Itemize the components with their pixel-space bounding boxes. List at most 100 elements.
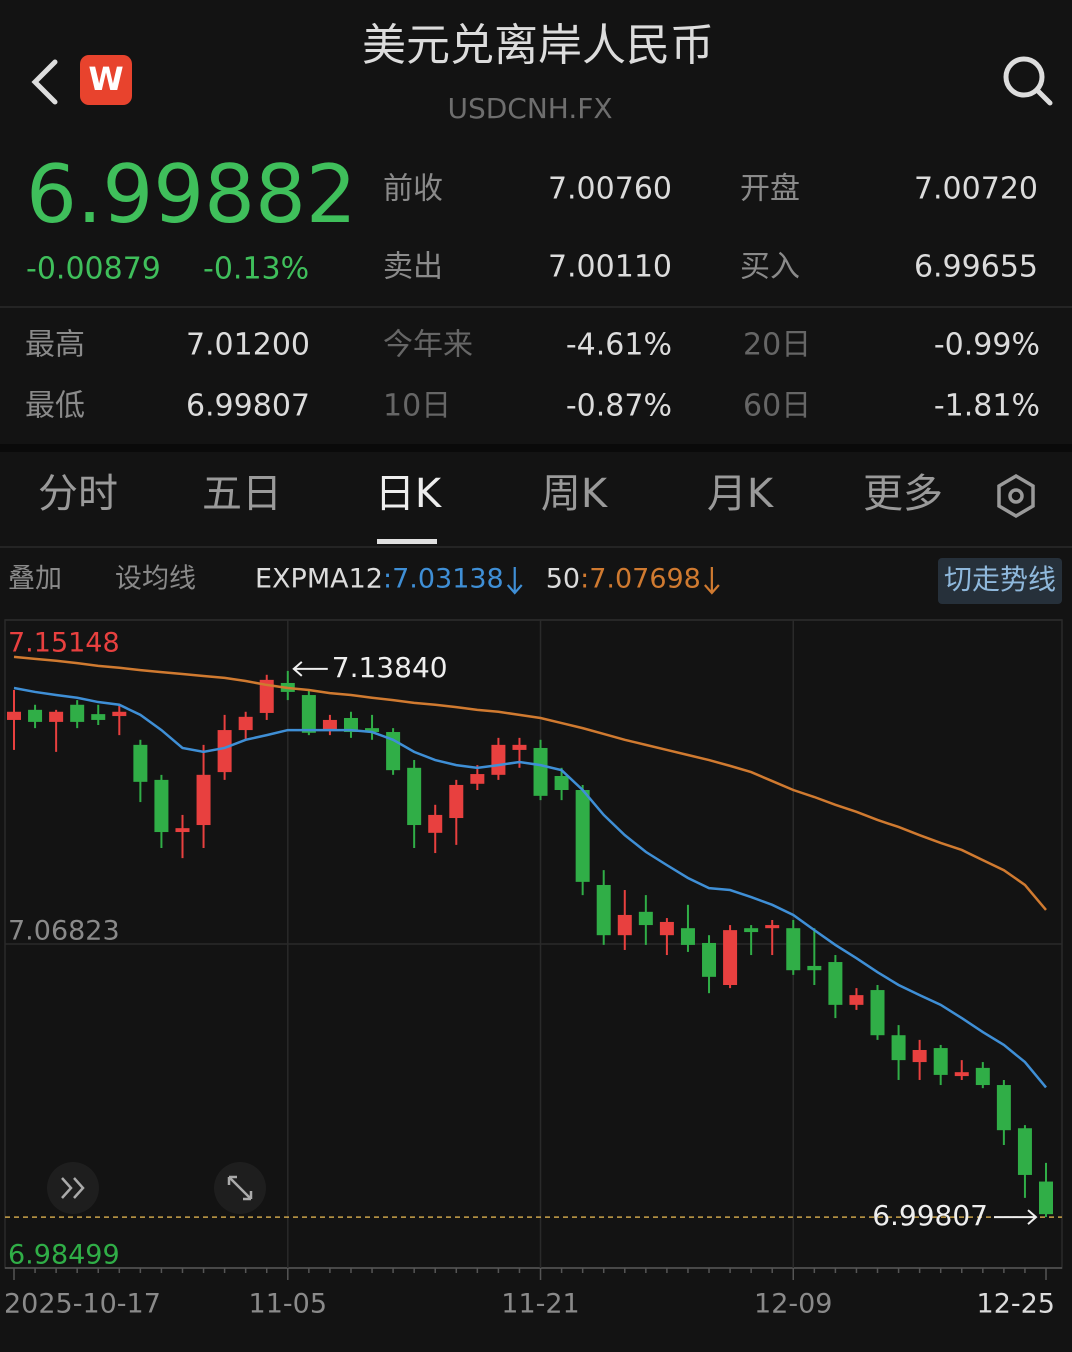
divider [0,444,1072,452]
switch-button-label: 切走势线 [944,563,1056,596]
legend-trend-arrow [704,567,720,595]
candle-body [786,928,801,971]
candle-body [638,911,653,926]
candle-body [365,728,380,733]
candle-body [828,962,843,1005]
x-tick-label: 11-05 [249,1289,327,1320]
x-tick-label: 11-21 [501,1289,579,1320]
tab[interactable]: 分时 [38,471,118,517]
page-subtitle: USDCNH.FX [447,92,612,125]
candle-body [680,928,695,945]
settings-icon [1008,488,1024,504]
field-label: 卖出 [383,250,443,285]
price-change: -0.00879 [26,252,161,287]
legend-value: 7.07698 [589,564,701,595]
field-value: 7.00760 [548,172,672,207]
candle-body [175,828,190,833]
button-circle [47,1162,99,1214]
candle-body [217,730,232,773]
stat-label: 最低 [25,389,85,424]
candle-body [259,679,274,713]
switch-button[interactable] [938,558,1062,604]
page-title: 美元兑离岸人民币 [362,20,714,71]
ma-settings-button[interactable]: 设均线 [115,564,196,595]
candle-body [533,747,548,796]
stat-value: -0.87% [566,389,672,424]
x-tick-label: 12-09 [754,1289,832,1320]
stat-value: 6.99807 [186,389,310,424]
candle-body [765,925,780,929]
legend-separator: : [580,564,589,595]
legend-trend-arrow [506,567,523,595]
candle-body [512,744,527,750]
candle-body [870,990,885,1036]
tab-selected[interactable]: 日K [375,471,443,517]
candle-body [912,1050,927,1063]
tab[interactable]: 更多 [863,471,943,517]
y-tick-label: 7.06823 [8,916,120,947]
search-button[interactable] [1003,56,1053,106]
x-tick-label: 12-25 [977,1289,1055,1320]
candle-body [807,965,822,971]
tab-indicator [377,539,437,544]
candle-body [196,774,211,826]
tab[interactable]: 周K [541,471,609,517]
candle-body [112,711,127,717]
candle-body [154,779,169,833]
price-change-pct: -0.13% [203,252,309,287]
fullscreen-button[interactable] [214,1162,266,1214]
low-label: 6.99807 [872,1199,988,1232]
field-label: 开盘 [740,172,800,207]
settings-button[interactable] [997,473,1035,519]
candle-body [1017,1128,1032,1175]
candle-body [407,767,422,826]
legend-separator: : [383,564,392,595]
candle-body [575,790,590,882]
expand-button[interactable] [47,1162,99,1214]
candlestick-chart: 6.98499 7.06823 7.15148 2025-10-17 11-05 11-2… [4,619,1062,1320]
candle-body [49,711,64,722]
stat-value: -4.61% [566,328,672,363]
x-tick-label: 2025-10-17 [4,1289,161,1320]
candle-body [28,709,43,722]
overlay-button[interactable]: 叠加 [8,564,62,595]
settings-icon [997,473,1035,519]
field-label: 前收 [383,172,443,207]
candle-body [723,930,738,986]
candle-body [617,914,632,936]
stat-value: 7.01200 [186,328,310,363]
last-price: 6.99882 [26,148,357,241]
candle-body [322,719,337,731]
logo-badge[interactable] [80,55,132,105]
candle-body [70,704,85,722]
candle-body [975,1067,990,1086]
candle-body [933,1048,948,1075]
candle-body [554,775,569,791]
candle-body [954,1072,969,1077]
back-button[interactable] [31,59,58,105]
tab[interactable]: 月K [707,471,775,517]
y-tick-label: 6.98499 [8,1240,120,1271]
legend-value: 7.03138 [392,564,504,595]
indicator-line [13,655,1047,911]
indicator-line [13,686,1047,1089]
candle-body [470,774,485,784]
candle-body [891,1035,906,1061]
field-label: 买入 [740,250,800,285]
candle-body [343,718,358,733]
candle-body [238,716,253,731]
field-value: 7.00110 [548,250,672,285]
stat-value: -1.81% [934,389,1040,424]
candle-body [491,744,506,775]
candle-body [428,814,443,833]
y-tick-label: 7.15148 [8,628,120,659]
tab[interactable]: 五日 [202,471,282,517]
candle-body [449,784,464,819]
stat-label: 60日 [743,389,811,424]
candle-body [659,921,674,936]
field-value: 6.99655 [914,250,1038,285]
legend-name: 50 [546,564,580,595]
legend-name: EXPMA12 [255,564,383,595]
